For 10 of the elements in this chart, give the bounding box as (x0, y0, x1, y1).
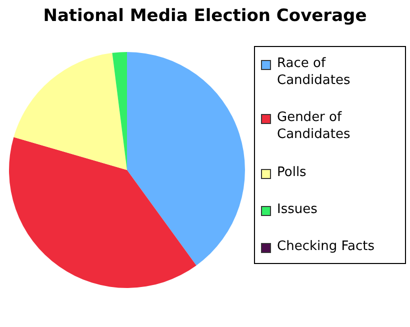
legend-label: Polls (277, 164, 308, 180)
legend-label: Race of Candidates (277, 55, 352, 89)
pie-slice (14, 52, 127, 170)
pie-slice (112, 52, 127, 170)
legend-label: Checking Facts (277, 238, 376, 255)
legend-label: Gender of Candidates (277, 109, 352, 144)
legend-label: Issues (277, 200, 318, 218)
pie-slice (9, 137, 196, 288)
chart-title: National Media Election Coverage (42, 6, 368, 26)
pie-slice (127, 52, 245, 266)
